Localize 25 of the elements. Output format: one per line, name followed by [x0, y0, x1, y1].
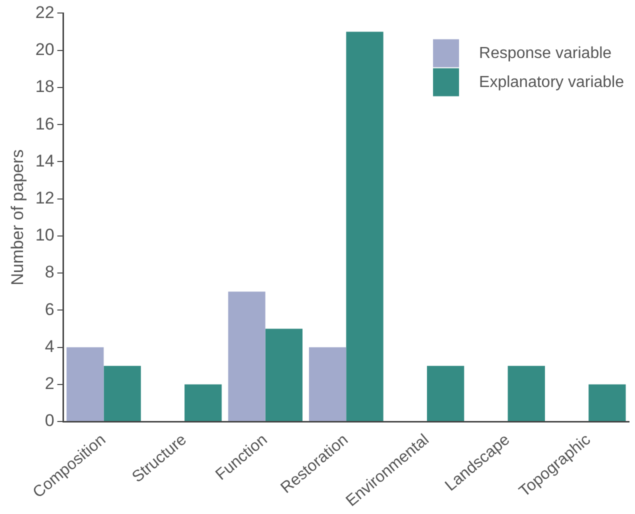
y-tick-label: 10 — [35, 226, 54, 245]
y-tick-label: 8 — [44, 262, 54, 282]
bar — [588, 384, 626, 422]
y-tick-label: 0 — [44, 411, 54, 430]
bar — [265, 328, 303, 422]
y-tick-label: 20 — [35, 40, 54, 60]
y-tick-label: 22 — [35, 2, 54, 22]
legend-label: Response variable — [479, 45, 612, 62]
y-tick-label: 6 — [44, 300, 54, 319]
bar — [228, 292, 266, 422]
y-tick-label: 14 — [35, 151, 54, 170]
bar — [426, 366, 464, 422]
bar — [308, 347, 346, 422]
y-tick-label: 4 — [44, 336, 54, 356]
y-axis-title: Number of papers — [8, 149, 27, 286]
bar — [508, 366, 545, 422]
y-tick-label: 18 — [35, 77, 54, 96]
bar — [346, 32, 384, 422]
bar — [184, 384, 222, 422]
y-tick-label: 16 — [35, 114, 54, 134]
bar — [104, 366, 141, 422]
y-tick-label: 12 — [35, 188, 54, 208]
y-tick-label: 2 — [44, 374, 54, 394]
legend-label: Explanatory variable — [479, 74, 624, 92]
bar — [66, 347, 104, 422]
